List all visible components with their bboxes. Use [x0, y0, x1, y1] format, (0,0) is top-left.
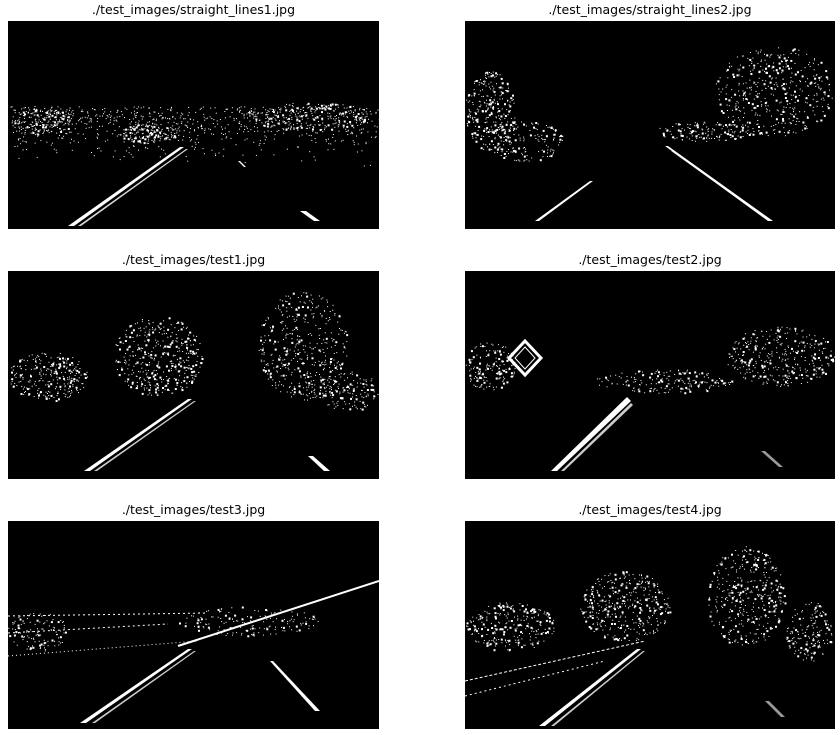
lane-line-left-inner: [92, 651, 196, 723]
noise-blob: [258, 292, 349, 401]
binary-image: [465, 521, 835, 729]
panel-test1: ./test_images/test1.jpg: [8, 250, 379, 482]
lane-line-left-inner: [94, 401, 196, 471]
lane-line-left: [535, 181, 593, 221]
noise-blob: [786, 602, 833, 662]
lane-line-left-inner: [561, 403, 633, 471]
noise-blob: [727, 326, 835, 387]
panel-title: ./test_images/straight_lines2.jpg: [548, 2, 752, 17]
lane-line-left: [84, 399, 192, 471]
lane-line-right: [761, 451, 783, 467]
road-sign-diamond-outer: [506, 338, 544, 378]
lane-line-right: [765, 701, 785, 717]
lane-line-left: [68, 147, 184, 226]
noise-blob: [243, 102, 372, 132]
lane-line-left: [80, 649, 192, 723]
noise-blob: [597, 369, 734, 395]
noise-blob: [8, 613, 67, 652]
shadow-line-1: [465, 640, 646, 682]
binary-image: [8, 271, 379, 479]
noise-blob: [659, 121, 755, 142]
binary-image-canvas: [8, 521, 379, 729]
binary-image: [8, 21, 379, 229]
binary-image: [465, 271, 835, 479]
horizon-line-2: [8, 623, 169, 634]
panel-title: ./test_images/straight_lines1.jpg: [91, 2, 296, 17]
lane-line-right: [300, 211, 320, 221]
noise-blob: [115, 317, 204, 396]
binary-image-canvas: [8, 21, 379, 229]
noise-blob: [487, 121, 564, 162]
lane-line-left-inner: [551, 651, 645, 726]
shadow-line-2: [465, 660, 606, 697]
panel-straight-lines2: ./test_images/straight_lines2.jpg: [465, 0, 835, 232]
horizon-line-1: [8, 612, 209, 617]
binary-image-canvas: [8, 271, 379, 479]
panel-straight-lines1: ./test_images/straight_lines1.jpg: [8, 0, 379, 232]
road-sign-diamond-inner: [514, 346, 536, 370]
binary-image-canvas: [465, 271, 835, 479]
panel-test2: ./test_images/test2.jpg: [465, 250, 835, 482]
binary-image-canvas: [465, 521, 835, 729]
lane-line-right: [308, 456, 330, 471]
noise-blob: [319, 371, 379, 411]
panel-title: ./test_images/test1.jpg: [121, 252, 266, 267]
lane-line-right-inner: [671, 151, 765, 216]
noise-blob: [708, 546, 787, 646]
noise-blob: [715, 47, 833, 137]
lane-line-left-inner: [78, 149, 188, 226]
panel-title: ./test_images/test3.jpg: [121, 502, 266, 517]
noise-blob: [465, 342, 516, 391]
noise-blob: [466, 71, 516, 151]
binary-image: [465, 21, 835, 229]
lane-line-left: [551, 397, 631, 471]
noise-blob: [580, 571, 672, 642]
guardrail-line: [177, 580, 379, 647]
panel-test3: ./test_images/test3.jpg: [8, 500, 379, 732]
noise-blob: [10, 352, 88, 402]
noise-blob: [118, 123, 178, 145]
lane-line-right: [270, 661, 320, 711]
panel-test4: ./test_images/test4.jpg: [465, 500, 835, 732]
binary-image: [8, 521, 379, 729]
noise-blob: [466, 602, 555, 652]
lane-line-left: [539, 649, 641, 726]
panel-title: ./test_images/test4.jpg: [578, 502, 722, 517]
binary-image-canvas: [465, 21, 835, 229]
lane-line-right-upper: [238, 161, 246, 167]
panel-title: ./test_images/test2.jpg: [578, 252, 722, 267]
noise-blob: [14, 107, 73, 136]
